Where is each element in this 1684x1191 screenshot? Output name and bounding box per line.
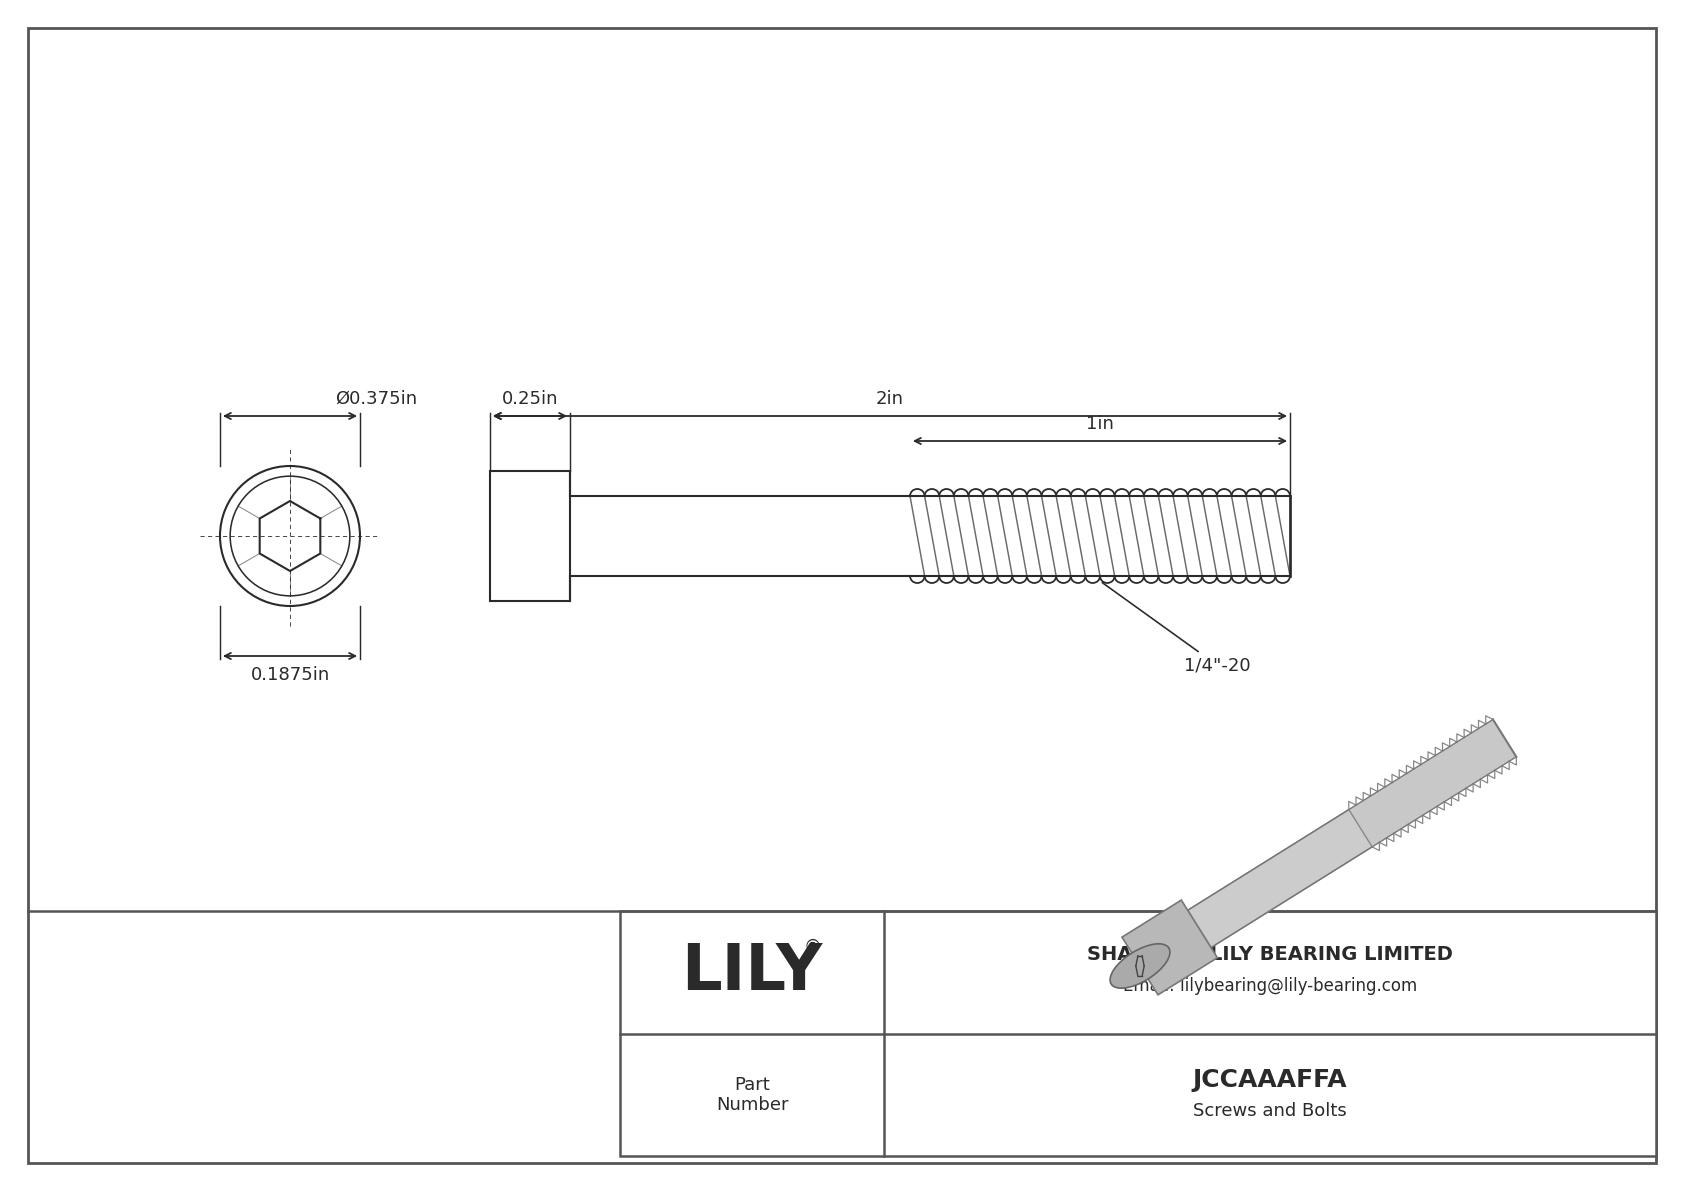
Text: Screws and Bolts: Screws and Bolts <box>1194 1102 1347 1120</box>
Text: Part: Part <box>734 1075 770 1093</box>
Text: LILY: LILY <box>682 941 823 1003</box>
Text: 0.25in: 0.25in <box>502 389 559 409</box>
Text: ®: ® <box>803 937 822 955</box>
Polygon shape <box>1349 719 1516 847</box>
Polygon shape <box>1122 900 1218 994</box>
Text: 0.1875in: 0.1875in <box>251 666 330 684</box>
Text: Email: lilybearing@lily-bearing.com: Email: lilybearing@lily-bearing.com <box>1123 978 1418 996</box>
Bar <box>490 470 569 601</box>
Text: 1/4"-20: 1/4"-20 <box>1103 582 1250 674</box>
Text: 1in: 1in <box>1086 414 1113 434</box>
Text: 2in: 2in <box>876 389 904 409</box>
Text: SHANGHAI LILY BEARING LIMITED: SHANGHAI LILY BEARING LIMITED <box>1088 944 1453 964</box>
Text: Ø0.375in: Ø0.375in <box>335 389 418 409</box>
Bar <box>620 911 1655 1156</box>
Text: JCCAAAFFA: JCCAAAFFA <box>1192 1068 1347 1092</box>
Polygon shape <box>1187 810 1372 948</box>
Ellipse shape <box>1110 943 1170 989</box>
Text: Number: Number <box>716 1096 788 1114</box>
